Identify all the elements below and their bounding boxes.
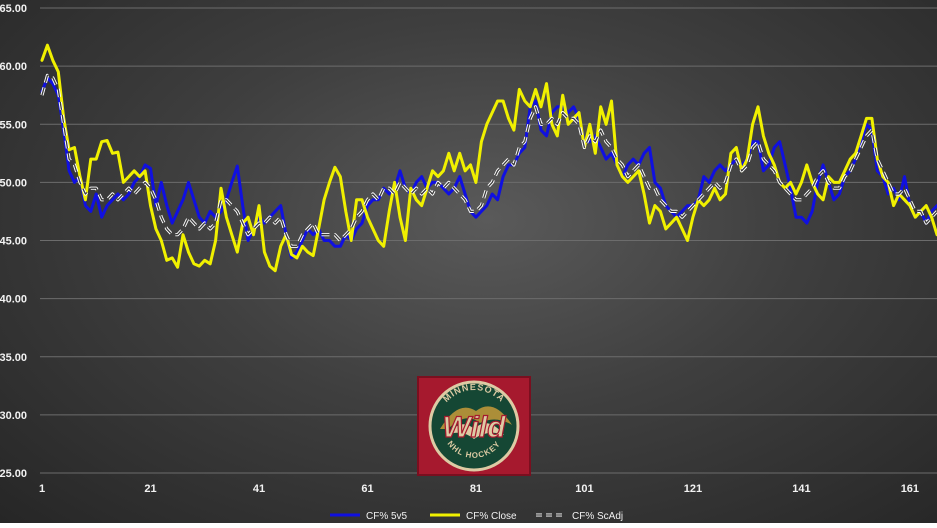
legend-label: CF% 5v5 <box>366 511 408 522</box>
series-line-3-core <box>41 74 937 247</box>
x-tick-label: 101 <box>575 483 593 495</box>
y-tick-label: 35.00 <box>0 352 27 364</box>
y-tick-label: 30.00 <box>0 410 27 422</box>
x-tick-label: 81 <box>470 483 482 495</box>
x-tick-label: 21 <box>144 483 156 495</box>
minnesota-wild-logo: MINNESOTA Wild NHL HOCKEY <box>417 376 531 476</box>
y-tick-label: 50.00 <box>0 177 27 189</box>
x-tick-label: 121 <box>684 483 702 495</box>
y-tick-label: 45.00 <box>0 236 27 248</box>
chart-legend: CF% 5v5 CF% Close CF% ScAdj <box>330 511 623 522</box>
y-tick-label: 55.00 <box>0 119 27 131</box>
x-tick-label: 41 <box>253 483 265 495</box>
series-line-2 <box>40 43 937 273</box>
x-tick-label: 1 <box>39 483 45 495</box>
x-tick-label: 141 <box>792 483 810 495</box>
legend-label: CF% Close <box>466 511 517 522</box>
legend-label: CF% ScAdj <box>572 511 623 522</box>
y-axis-tick-labels: 25.00 30.00 35.00 40.00 45.00 50.00 55.00 60.00… <box>0 3 27 480</box>
x-tick-label: 61 <box>361 483 373 495</box>
y-tick-label: 65.00 <box>0 3 27 15</box>
series-lines <box>40 43 937 273</box>
x-tick-label: 161 <box>901 483 919 495</box>
y-tick-label: 40.00 <box>0 294 27 306</box>
y-tick-label: 60.00 <box>0 61 27 73</box>
x-axis-tick-labels: 1 21 41 61 81 101 121 141 161 <box>39 483 919 495</box>
logo-wordmark: Wild <box>442 411 506 444</box>
y-tick-label: 25.00 <box>0 468 27 480</box>
series-line-1 <box>40 76 937 260</box>
